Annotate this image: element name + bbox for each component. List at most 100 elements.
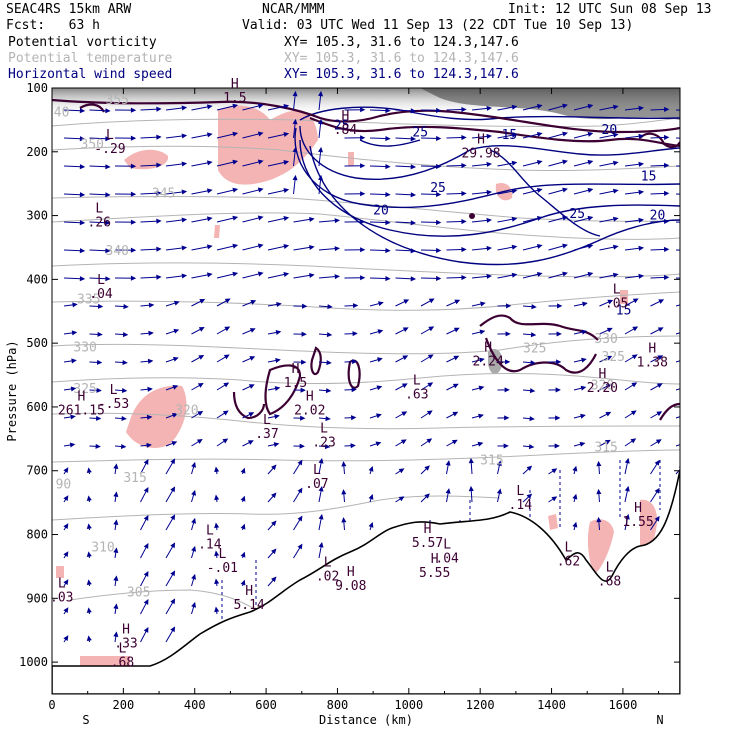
wind-vector-head bbox=[232, 103, 239, 109]
wind-vector-head bbox=[130, 247, 137, 253]
wind-vector-head bbox=[385, 248, 391, 254]
wind-vector-head bbox=[580, 385, 587, 391]
wind-vector-head bbox=[121, 415, 127, 422]
wind-vector-head bbox=[318, 174, 324, 181]
wind-vector-head bbox=[275, 329, 282, 335]
wind-vector-head bbox=[63, 635, 69, 642]
wind-vector-head bbox=[410, 248, 417, 254]
wind-vector-head bbox=[690, 193, 694, 196]
pv-contour bbox=[264, 364, 302, 416]
theta-contour-label: 315 bbox=[123, 471, 146, 486]
wind-vector-head bbox=[173, 300, 180, 306]
theta-contour-label: 330 bbox=[73, 340, 96, 355]
wind-vector-head bbox=[360, 247, 366, 253]
wind-contour bbox=[299, 106, 680, 121]
wind-vector-head bbox=[351, 387, 357, 393]
wind-vector-head bbox=[551, 496, 558, 502]
wind-vector-head bbox=[181, 245, 188, 251]
wind-vector-head bbox=[656, 411, 663, 417]
y-axis-title: Pressure (hPa) bbox=[5, 340, 19, 441]
wind-vector-head bbox=[121, 387, 128, 394]
wind-vector-head bbox=[478, 385, 485, 391]
wind-vector-head bbox=[276, 301, 282, 307]
wind-vector-head bbox=[70, 386, 77, 392]
wind-vector-head bbox=[257, 103, 264, 109]
wind-vector-head bbox=[326, 332, 333, 338]
wind-vector-head bbox=[86, 551, 92, 557]
wind-vector-head bbox=[377, 329, 384, 335]
wind-vector-head bbox=[214, 606, 220, 613]
pv-extremum-value: 261.15 bbox=[58, 404, 105, 419]
wind-vector-head bbox=[536, 215, 543, 221]
wind-vector-head bbox=[654, 487, 660, 494]
wind-vector-head bbox=[557, 303, 563, 309]
wind-vector-head bbox=[223, 354, 230, 360]
wind-vector-head bbox=[582, 301, 588, 307]
wind-vector-head bbox=[156, 134, 162, 140]
wind-vector-head bbox=[143, 571, 149, 577]
wind-contour-label: 20 bbox=[373, 203, 389, 218]
pv-extremum-type: H bbox=[424, 522, 432, 537]
wind-vector-head bbox=[224, 298, 231, 304]
wind-vector-head bbox=[283, 216, 290, 221]
valid-time: Valid: 03 UTC Wed 11 Sep 13 (22 CDT Tue … bbox=[242, 18, 634, 33]
wind-vector-head bbox=[240, 495, 246, 502]
wind-vector-head bbox=[113, 603, 119, 610]
wind-vector-head bbox=[105, 108, 111, 114]
wind-vector-head bbox=[250, 300, 257, 305]
wind-vector-head bbox=[690, 165, 694, 168]
wind-vector-head bbox=[191, 545, 197, 552]
wind-vector-head bbox=[143, 459, 149, 465]
wind-vector-head bbox=[612, 272, 619, 278]
wind-vector-head bbox=[86, 607, 92, 613]
wind-vector-head bbox=[685, 302, 689, 305]
wind-vector-head bbox=[325, 388, 332, 394]
wind-vector-head bbox=[71, 358, 77, 364]
wind-vector-head bbox=[630, 438, 637, 444]
wind-vector-head bbox=[181, 217, 188, 223]
wind-vector-head bbox=[562, 243, 568, 249]
wind-vector-head bbox=[638, 189, 644, 195]
wind-vector-head bbox=[240, 523, 246, 530]
wind-vector-head bbox=[334, 246, 341, 252]
wind-vector-head bbox=[436, 219, 442, 225]
pv-extremum-type: H bbox=[292, 362, 300, 377]
x-tick-label: 1600 bbox=[608, 698, 637, 712]
pv-dot bbox=[469, 213, 475, 219]
pv-contour bbox=[52, 98, 680, 134]
pv-extremum-value: 1.38 bbox=[637, 356, 668, 371]
wind-vector-head bbox=[69, 442, 76, 448]
wind-vector-head bbox=[663, 162, 670, 168]
wind-vector-head bbox=[505, 331, 511, 337]
field-label-pv: Potential vorticity bbox=[8, 35, 157, 50]
pv-extremum-value: -.01 bbox=[207, 561, 238, 576]
wind-vector-head bbox=[360, 219, 366, 225]
wind-vector-head bbox=[630, 410, 637, 416]
wind-vector-head bbox=[683, 386, 687, 389]
wind-vector-head bbox=[656, 383, 663, 389]
wind-vector-head bbox=[196, 438, 203, 444]
pv-extremum-type: H bbox=[431, 552, 439, 567]
wind-vector-head bbox=[206, 216, 213, 222]
wind-vector-head bbox=[309, 244, 315, 250]
wind-vector-head bbox=[283, 160, 290, 165]
wind-vector-head bbox=[156, 190, 162, 196]
theta-contour bbox=[52, 196, 680, 222]
wind-vector-head bbox=[113, 547, 119, 554]
pv-extremum-value: .84 bbox=[334, 123, 358, 138]
wind-vector-head bbox=[301, 331, 307, 337]
theta-contour bbox=[52, 145, 680, 172]
wind-vector-head bbox=[105, 220, 111, 226]
wind-vector-head bbox=[536, 187, 543, 193]
wind-vector-head bbox=[240, 579, 246, 586]
wind-vector-head bbox=[486, 161, 492, 167]
wind-contour-label: 20 bbox=[650, 208, 666, 223]
wind-contour bbox=[359, 139, 421, 147]
pv-extremum-value: 2.02 bbox=[294, 404, 325, 419]
wind-vector-head bbox=[580, 413, 586, 419]
wind-vector-head bbox=[587, 103, 594, 109]
pv-extremum-type: L bbox=[443, 538, 451, 553]
wind-vector-head bbox=[551, 468, 558, 474]
wind-vector-head bbox=[683, 414, 687, 417]
